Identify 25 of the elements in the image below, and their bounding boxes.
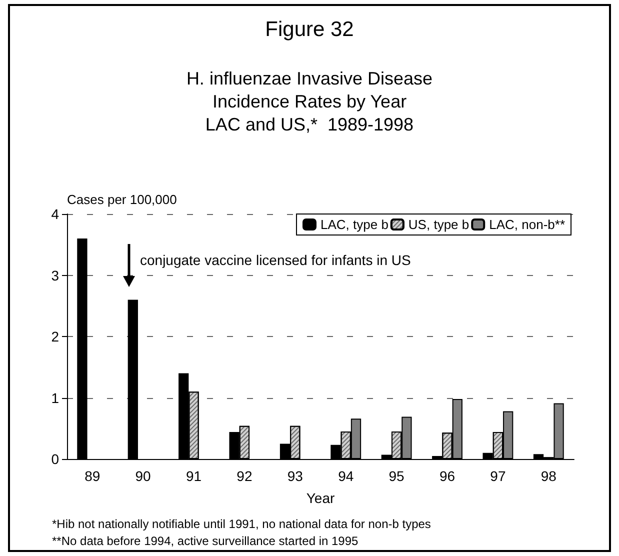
x-tick-label: 97 <box>490 468 506 484</box>
y-tick-label: 2 <box>51 328 60 344</box>
legend-label: US, type b <box>408 217 470 232</box>
x-tick-label: 94 <box>338 468 354 484</box>
legend-label: LAC, type b <box>320 217 388 232</box>
x-tick-label: 95 <box>388 468 405 484</box>
x-tick-label: 96 <box>439 468 456 484</box>
text: *Hib not nationally notifiable until 1991, no national data for non-b types <box>52 517 431 531</box>
x-tick-label: 89 <box>84 468 100 484</box>
x-tick-label: 98 <box>540 468 557 484</box>
x-tick-label: 91 <box>186 468 202 484</box>
x-tick-label: 90 <box>135 468 152 484</box>
legend-label: LAC, non-b** <box>489 217 566 232</box>
chart-title: Figure 32 <box>265 18 354 41</box>
y-tick-label: 1 <box>51 390 60 406</box>
x-tick-label: 93 <box>287 468 304 484</box>
y-tick-label: 4 <box>51 206 60 222</box>
x-axis-title: Year <box>306 490 335 506</box>
chart-subtitle: H. influenzae Invasive Disease Incidence Rates by Year LAC and US,* 1989-1998 <box>186 68 433 134</box>
y-tick-label: 0 <box>51 451 60 467</box>
text: **No data before 1994, active surveillance started in 1995 <box>52 534 359 548</box>
y-tick-label: 3 <box>51 267 60 284</box>
x-tick-label: 92 <box>236 468 252 484</box>
y-axis-title: Cases per 100,000 <box>67 192 177 207</box>
annotation: conjugate vaccine licensed for infants in US <box>140 252 411 268</box>
